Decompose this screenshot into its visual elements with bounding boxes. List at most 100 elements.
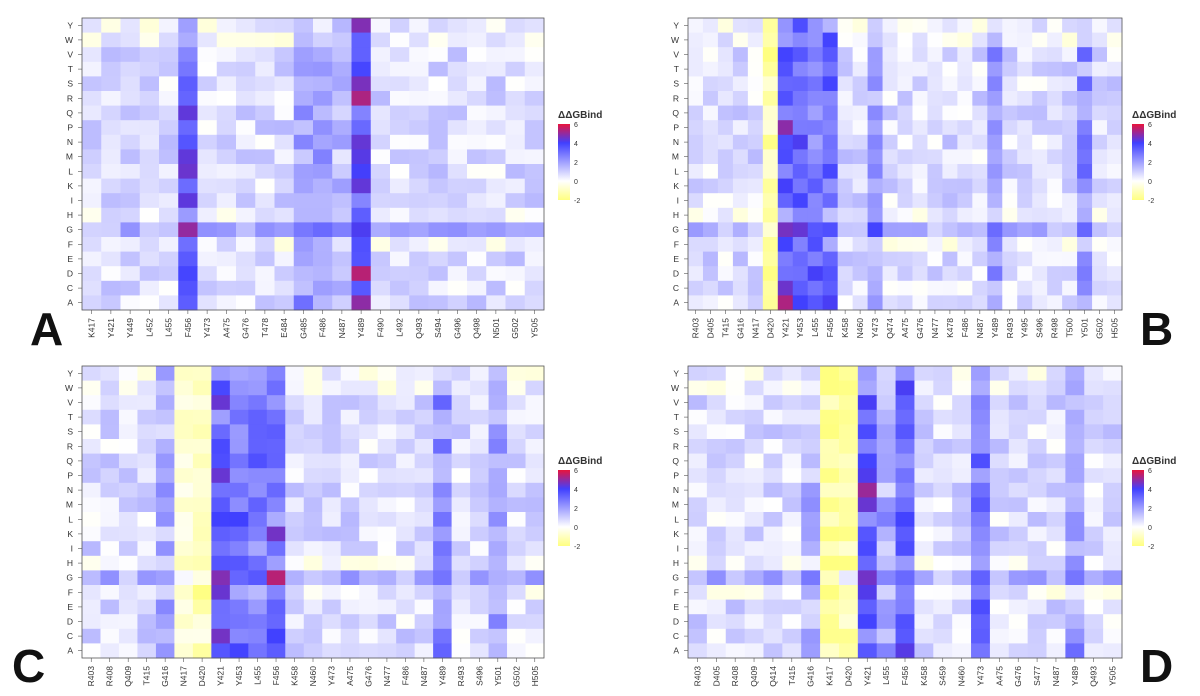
heatmap-cell: [82, 409, 101, 425]
heatmap-cell: [178, 47, 198, 63]
heatmap-cell: [507, 453, 527, 469]
heatmap-cell: [762, 47, 779, 63]
heatmap-cell: [351, 237, 372, 253]
heatmap-cell: [989, 585, 1010, 601]
heatmap-cell: [1103, 599, 1123, 615]
heatmap-cell: [322, 424, 342, 440]
heatmap-cell: [377, 424, 397, 440]
heatmap-cell: [942, 76, 958, 92]
heatmap-cell: [370, 237, 391, 253]
heatmap-cell: [702, 105, 719, 121]
heatmap-cell: [838, 599, 859, 615]
heatmap-cell: [428, 120, 449, 136]
heatmap-cell: [486, 32, 506, 48]
heatmap-cell: [895, 424, 915, 440]
heatmap-cell: [702, 18, 719, 34]
heatmap-cell: [216, 207, 237, 223]
heatmap-cell: [139, 178, 160, 194]
heatmap-cell: [451, 439, 471, 455]
heatmap-cell: [1103, 526, 1123, 542]
heatmap-cell: [451, 409, 471, 425]
heatmap-cell: [390, 237, 410, 253]
heatmap-cell: [702, 295, 719, 311]
y-tick-label: R: [673, 93, 679, 103]
heatmap-cell: [1008, 570, 1029, 586]
heatmap-cell: [1032, 91, 1048, 107]
heatmap-cell: [340, 628, 360, 644]
heatmap-cell: [782, 482, 802, 498]
heatmap-cell: [248, 643, 268, 659]
heatmap-cell: [838, 541, 859, 557]
heatmap-cell: [178, 91, 198, 107]
heatmap-cell: [747, 280, 764, 296]
heatmap-cell: [927, 207, 943, 223]
y-tick-label: M: [672, 152, 679, 162]
y-tick-label: C: [67, 631, 73, 641]
heatmap-cell: [763, 409, 783, 425]
heatmap-cell: [688, 18, 704, 34]
legend-tick-label: 6: [1148, 122, 1152, 129]
heatmap-cell: [762, 237, 779, 253]
heatmap-cell: [192, 468, 212, 484]
heatmap-cell: [972, 32, 988, 48]
heatmap-cell: [174, 512, 194, 528]
heatmap-cell: [852, 295, 869, 311]
heatmap-cell: [747, 32, 764, 48]
heatmap-cell: [118, 409, 138, 425]
heatmap-cell: [1027, 526, 1048, 542]
heatmap-cell: [322, 409, 342, 425]
heatmap-cell: [822, 105, 839, 121]
heatmap-cell: [82, 526, 101, 542]
heatmap-cell: [1103, 614, 1123, 630]
x-tick-label: Y489: [1070, 666, 1080, 686]
heatmap-cell: [174, 628, 194, 644]
x-tick-label: Y453: [234, 666, 244, 686]
heatmap-cell: [118, 599, 138, 615]
x-tick-label: F486: [960, 318, 970, 338]
heatmap-cell: [428, 178, 449, 194]
heatmap-cell: [211, 439, 231, 455]
heatmap-cell: [897, 237, 913, 253]
heatmap-cell: [340, 497, 360, 513]
heatmap-cell: [101, 295, 121, 311]
heatmap-cell: [118, 643, 138, 659]
heatmap-cell: [852, 251, 869, 267]
heatmap-cell: [255, 295, 275, 311]
heatmap-cell: [792, 134, 809, 150]
heatmap-cell: [933, 482, 953, 498]
heatmap-cell: [139, 222, 160, 238]
heatmap-cell: [505, 193, 526, 209]
heatmap-cell: [332, 149, 352, 165]
heatmap-cell: [867, 149, 884, 165]
heatmap-cell: [1027, 409, 1048, 425]
heatmap-cell: [174, 366, 194, 382]
heatmap-cell: [159, 32, 179, 48]
heatmap-cell: [332, 237, 352, 253]
y-tick-label: M: [66, 152, 73, 162]
heatmap-cell: [414, 570, 434, 586]
heatmap-cell: [820, 555, 840, 571]
heatmap-cell: [1046, 512, 1066, 528]
heatmap-cell: [688, 395, 708, 411]
heatmap-cell: [822, 61, 839, 77]
heatmap-cell: [467, 237, 487, 253]
heatmap-cell: [801, 526, 821, 542]
heatmap-cell: [838, 570, 859, 586]
x-tick-label: S494: [433, 318, 443, 338]
heatmap-cell: [313, 105, 333, 121]
heatmap-cell: [912, 134, 928, 150]
heatmap-cell: [801, 599, 821, 615]
heatmap-cell: [293, 251, 314, 267]
heatmap-cell: [211, 628, 231, 644]
heatmap-cell: [470, 380, 490, 396]
heatmap-cell: [1062, 18, 1078, 34]
heatmap-cell: [274, 32, 295, 48]
heatmap-cell: [370, 91, 391, 107]
x-tick-label: F486: [400, 666, 410, 686]
heatmap-cell: [139, 280, 160, 296]
heatmap-cell: [706, 439, 727, 455]
heatmap-cell: [100, 526, 120, 542]
y-tick-label: N: [67, 485, 73, 495]
heatmap-cell: [942, 120, 958, 136]
y-tick-label: G: [66, 225, 73, 235]
